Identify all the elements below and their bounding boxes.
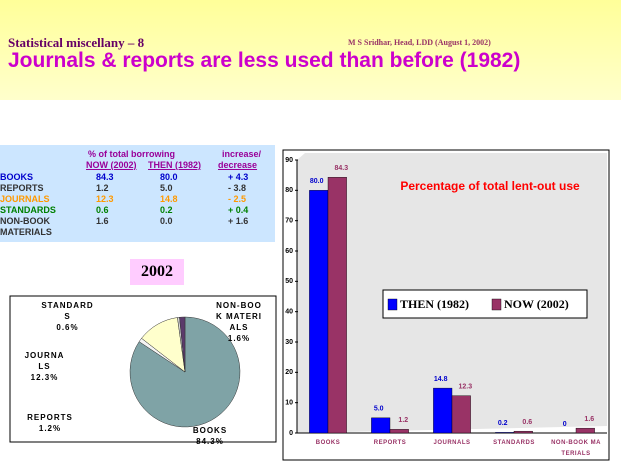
table-cell: + 0.4 (228, 205, 249, 215)
bar (371, 417, 391, 434)
pie-label-value: 1.6% (227, 334, 251, 343)
pie-label-name: BOOKS (192, 426, 228, 435)
pie-label-value: 1.2% (38, 424, 62, 433)
value-label: 0.2 (498, 420, 508, 427)
table-cell: 0.6 (96, 205, 109, 215)
table-cell: + 1.6 (228, 216, 249, 226)
bar (575, 427, 595, 434)
pie-label-name: STANDARDS (41, 301, 94, 321)
pie-label: JOURNALS 12.3% (22, 350, 67, 383)
legend-swatch (387, 298, 398, 311)
bar (495, 432, 515, 434)
chart-title: Percentage of total lent-out use (400, 179, 580, 193)
legend-swatch (491, 298, 502, 311)
table-cell: JOURNALS (0, 194, 50, 204)
bar (309, 190, 329, 434)
subtitle: Statistical miscellany – 8 (8, 35, 145, 50)
bar (327, 177, 347, 434)
table: % of total borrowing NOW (2002) THEN (1982… (0, 145, 275, 242)
x-tick-label: REPORTS (373, 440, 407, 446)
pie-title: 2002 (130, 259, 184, 285)
author: M S Sridhar, Head, LDD (August 1, 2002) (348, 38, 491, 47)
value-label: 1.6 (584, 416, 594, 423)
table-cell: - 3.8 (228, 183, 247, 193)
value-label: 80.0 (310, 178, 324, 185)
table-cell: - 2.5 (228, 194, 247, 204)
y-tick-label: 10 (285, 400, 293, 407)
x-tick-label: BOOKS (315, 440, 341, 446)
table-cell: 1.6 (96, 216, 109, 226)
pie-label-value: 0.6% (56, 323, 79, 332)
y-tick-label: 20 (285, 369, 293, 376)
y-tick-label: 80 (285, 187, 293, 194)
y-tick-label: 40 (285, 309, 293, 316)
pie-label-name: REPORTS (27, 413, 73, 422)
value-label: 0 (563, 421, 567, 428)
pie-slice (179, 316, 186, 373)
value-label: 0.6 (522, 419, 532, 426)
table-change-header: decrease (218, 160, 258, 170)
table-group-header: % of total borrowing (88, 149, 175, 159)
table-change-header: increase/ (222, 149, 262, 159)
pie-label: BOOKS 84.3% (180, 425, 240, 447)
y-tick-label: 50 (285, 278, 293, 285)
value-label: 84.3 (334, 165, 348, 172)
pie-label-value: 84.3% (196, 437, 224, 446)
pie-label-name: JOURNALS (24, 351, 65, 371)
header-band (0, 0, 621, 100)
y-tick-label: 70 (285, 218, 293, 225)
table-cell: 0.0 (160, 216, 173, 226)
pie-label: STANDARDS 0.6% (40, 300, 95, 333)
bar (513, 430, 533, 434)
pie-label: NON-BOOK MATERIALS 1.6% (215, 300, 263, 344)
table-cell: NON-BOOK MATERIALS (0, 216, 52, 237)
pie-label: REPORTS 1.2% (20, 412, 80, 434)
table-cell: 80.0 (160, 172, 178, 182)
legend-label: THEN (1982) (400, 297, 469, 311)
value-label: 1.2 (398, 417, 408, 424)
table-cell: + 4.3 (228, 172, 249, 182)
legend: THEN (1982) NOW (2002) (382, 289, 588, 319)
x-tick-label: STANDARDS (493, 440, 535, 446)
table-cell: 5.0 (160, 183, 173, 193)
table-cell: 12.3 (96, 194, 114, 204)
table-cell: REPORTS (0, 183, 44, 193)
table-col-header: THEN (1982) (148, 160, 202, 170)
table-cell: BOOKS (0, 172, 34, 182)
value-label: 14.8 (434, 376, 448, 383)
value-label: 5.0 (374, 406, 384, 413)
title: Journals & reports are less used than be… (8, 49, 521, 72)
bar (451, 395, 471, 434)
y-tick-label: 30 (285, 339, 293, 346)
y-tick-label: 60 (285, 248, 293, 255)
table-cell: 1.2 (96, 183, 109, 193)
bar (433, 387, 453, 434)
y-tick-label: 0 (289, 430, 293, 437)
pie-label-name: NON-BOOK MATERIALS (215, 301, 263, 332)
table-cell: 14.8 (160, 194, 178, 204)
value-label: 12.3 (458, 384, 472, 391)
table-cell: 84.3 (96, 172, 114, 182)
x-tick-label: NON-BOOK MATERIALS (551, 440, 601, 457)
bar (389, 429, 409, 434)
pie-label-value: 12.3% (30, 373, 59, 382)
y-tick-label: 90 (285, 157, 293, 164)
table-cell: 0.2 (160, 205, 173, 215)
legend-label: NOW (2002) (504, 297, 569, 311)
table-cell: STANDARDS (0, 205, 56, 215)
x-tick-label: JOURNALS (433, 440, 471, 446)
table-col-header: NOW (2002) (86, 160, 137, 170)
legend-frame (382, 289, 588, 319)
